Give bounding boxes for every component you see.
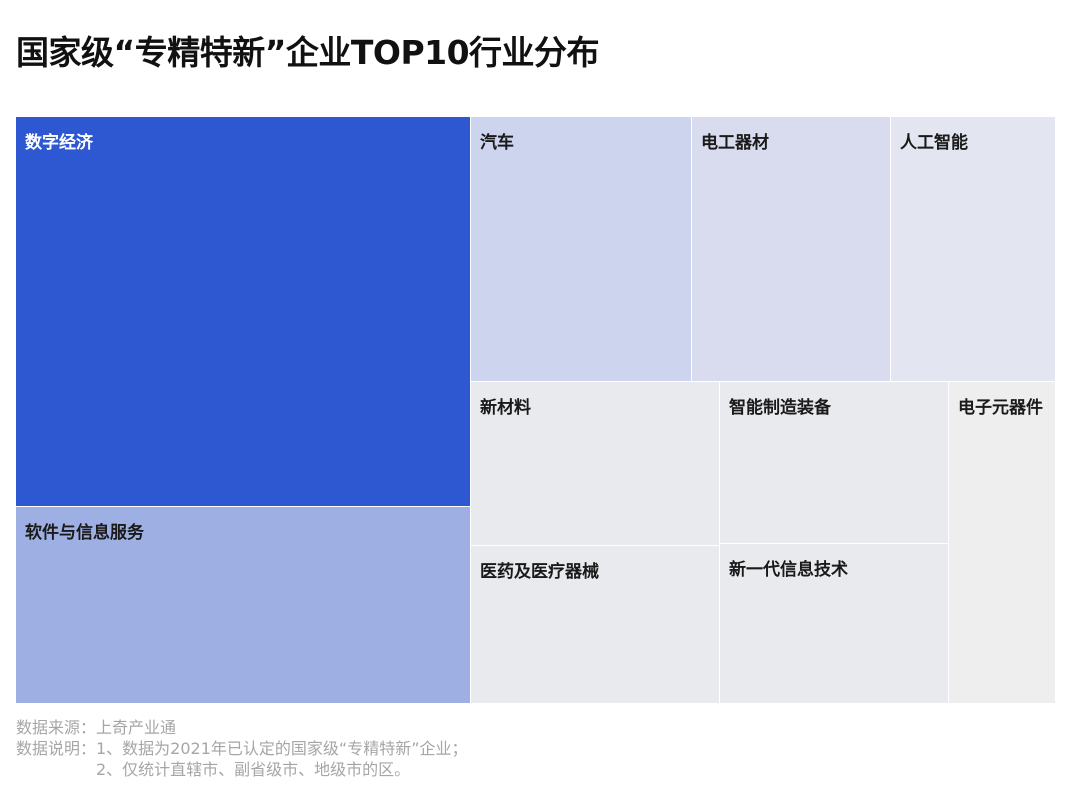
treemap-tile: 新一代信息技术 — [720, 544, 949, 704]
treemap-tile: 电子元器件 — [949, 382, 1056, 704]
treemap-tile-label: 新材料 — [480, 398, 531, 418]
treemap-tile-label: 人工智能 — [900, 133, 968, 153]
treemap-tile: 医药及医疗器械 — [471, 546, 720, 704]
treemap-tile: 软件与信息服务 — [16, 507, 471, 704]
treemap-tile-label: 软件与信息服务 — [25, 523, 144, 543]
source-note: 数据来源：上奇产业通 — [16, 718, 177, 737]
treemap-tile: 智能制造装备 — [720, 382, 949, 544]
notes: 数据来源：上奇产业通 数据说明：1、数据为2021年已认定的国家级“专精特新”企… — [16, 717, 467, 780]
treemap-tile: 人工智能 — [891, 117, 1056, 382]
treemap-tile-label: 汽车 — [480, 133, 514, 153]
treemap-tile-label: 电工器材 — [701, 133, 769, 153]
treemap-tile-label: 智能制造装备 — [729, 398, 831, 418]
treemap-tile: 电工器材 — [692, 117, 891, 382]
treemap-tile: 新材料 — [471, 382, 720, 546]
treemap-tile-label: 医药及医疗器械 — [480, 562, 599, 582]
treemap-tile-label: 数字经济 — [25, 133, 93, 153]
treemap-tile: 数字经济 — [16, 117, 471, 507]
explanation-note-2: 2、仅统计直辖市、副省级市、地级市的区。 — [16, 759, 467, 780]
chart-title: 国家级“专精特新”企业TOP10行业分布 — [16, 33, 600, 72]
explanation-note-1: 数据说明：1、数据为2021年已认定的国家级“专精特新”企业； — [16, 739, 468, 758]
treemap-tile: 汽车 — [471, 117, 692, 382]
treemap-tile-label: 电子元器件 — [958, 398, 1043, 418]
explanation-note-2-text: 2、仅统计直辖市、副省级市、地级市的区。 — [96, 760, 411, 779]
treemap-tile-label: 新一代信息技术 — [729, 560, 848, 580]
